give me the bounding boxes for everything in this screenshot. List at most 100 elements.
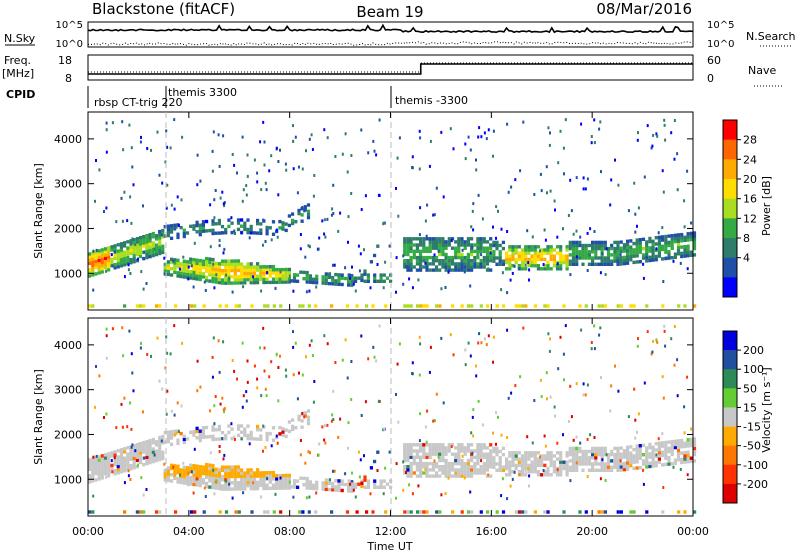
power-cell xyxy=(403,304,407,308)
velocity-cell xyxy=(664,440,668,445)
power-cell xyxy=(543,304,547,308)
power-speckle xyxy=(507,190,510,194)
velocity-cell xyxy=(616,462,620,466)
power-cell xyxy=(211,228,215,232)
velocity-cell xyxy=(610,449,614,454)
velocity-cell xyxy=(148,448,152,452)
power-speckle xyxy=(218,164,221,168)
velocity-speckle xyxy=(292,345,295,349)
velocity-cell xyxy=(113,469,117,473)
power-cell xyxy=(211,279,215,284)
power-cell xyxy=(591,256,595,260)
power-cell xyxy=(492,250,496,254)
velocity-speckle xyxy=(676,358,679,362)
velocity-cell xyxy=(148,454,152,458)
power-speckle xyxy=(260,188,263,192)
freq-left-tick-bottom: 8 xyxy=(65,72,72,85)
power-cell xyxy=(145,255,149,260)
velocity-cell xyxy=(683,460,687,464)
velocity-speckle xyxy=(593,436,596,439)
velocity-cell xyxy=(363,478,367,482)
power-cell xyxy=(447,237,451,241)
velocity-cell xyxy=(489,458,493,463)
velocity-cell xyxy=(148,451,152,455)
power-cell xyxy=(385,276,390,280)
colorbar-tick-label: -50 xyxy=(743,440,761,453)
power-cell xyxy=(549,257,553,262)
velocity-cell xyxy=(233,471,237,475)
power-speckle xyxy=(305,290,308,294)
power-cell xyxy=(632,260,636,265)
power-cell xyxy=(514,245,518,249)
velocity-speckle xyxy=(411,492,414,496)
power-speckle xyxy=(661,169,664,173)
power-cell xyxy=(195,220,199,225)
velocity-cell xyxy=(334,488,338,492)
velocity-cell xyxy=(412,471,416,475)
velocity-cell xyxy=(119,470,123,474)
power-cell xyxy=(123,250,127,254)
power-cell xyxy=(434,265,439,269)
power-cell xyxy=(119,242,123,246)
velocity-cell xyxy=(116,461,120,466)
power-cell xyxy=(568,243,572,248)
power-cell xyxy=(450,237,455,241)
power-cell xyxy=(626,258,630,262)
power-cell xyxy=(415,259,419,263)
velocity-cell xyxy=(246,471,250,475)
power-speckle xyxy=(130,146,133,150)
velocity-cell xyxy=(116,449,120,453)
power-cell xyxy=(460,265,464,269)
power-cell xyxy=(584,250,588,254)
power-cell xyxy=(91,273,95,277)
power-cell xyxy=(524,260,528,265)
velocity-cell xyxy=(262,471,266,475)
power-speckle xyxy=(263,140,266,144)
velocity-cell xyxy=(654,460,658,465)
velocity-cell xyxy=(603,462,607,466)
velocity-cell xyxy=(249,487,253,491)
power-cell xyxy=(158,236,162,240)
velocity-cell xyxy=(340,479,344,483)
velocity-cell xyxy=(587,456,591,460)
velocity-cell xyxy=(211,476,215,480)
velocity-cell xyxy=(347,479,351,483)
power-cell xyxy=(173,270,177,274)
power-cell xyxy=(107,246,111,250)
velocity-cell xyxy=(610,468,614,472)
power-cell xyxy=(651,258,655,262)
power-speckle xyxy=(165,206,168,210)
power-cell xyxy=(107,265,111,269)
velocity-cell xyxy=(501,465,505,469)
power-cell xyxy=(409,304,413,308)
power-cell xyxy=(533,248,537,252)
velocity-cell xyxy=(466,474,470,478)
power-speckle xyxy=(567,214,570,217)
power-cell xyxy=(185,260,190,264)
power-speckle xyxy=(95,248,98,252)
power-cell xyxy=(227,265,231,270)
velocity-cell xyxy=(406,455,410,459)
velocity-cell xyxy=(158,454,162,459)
power-cell xyxy=(321,281,325,285)
velocity-cell xyxy=(441,458,445,463)
power-cell xyxy=(575,262,579,266)
velocity-speckle xyxy=(642,482,645,486)
power-cell xyxy=(88,304,92,308)
power-cell xyxy=(135,249,139,253)
power-cell xyxy=(129,242,133,246)
velocity-cell xyxy=(460,471,464,475)
velocity-cell xyxy=(619,462,623,466)
power-cell xyxy=(664,241,668,245)
power-cell xyxy=(670,237,674,241)
velocity-cell xyxy=(409,465,413,469)
power-speckle xyxy=(277,193,280,197)
velocity-cell xyxy=(431,446,435,450)
power-cell xyxy=(447,259,451,263)
power-cell xyxy=(198,277,202,282)
velocity-cell xyxy=(492,462,496,466)
velocity-cell xyxy=(533,466,537,471)
power-cell xyxy=(158,245,162,249)
power-cell xyxy=(151,250,155,255)
power-cell xyxy=(97,252,101,256)
